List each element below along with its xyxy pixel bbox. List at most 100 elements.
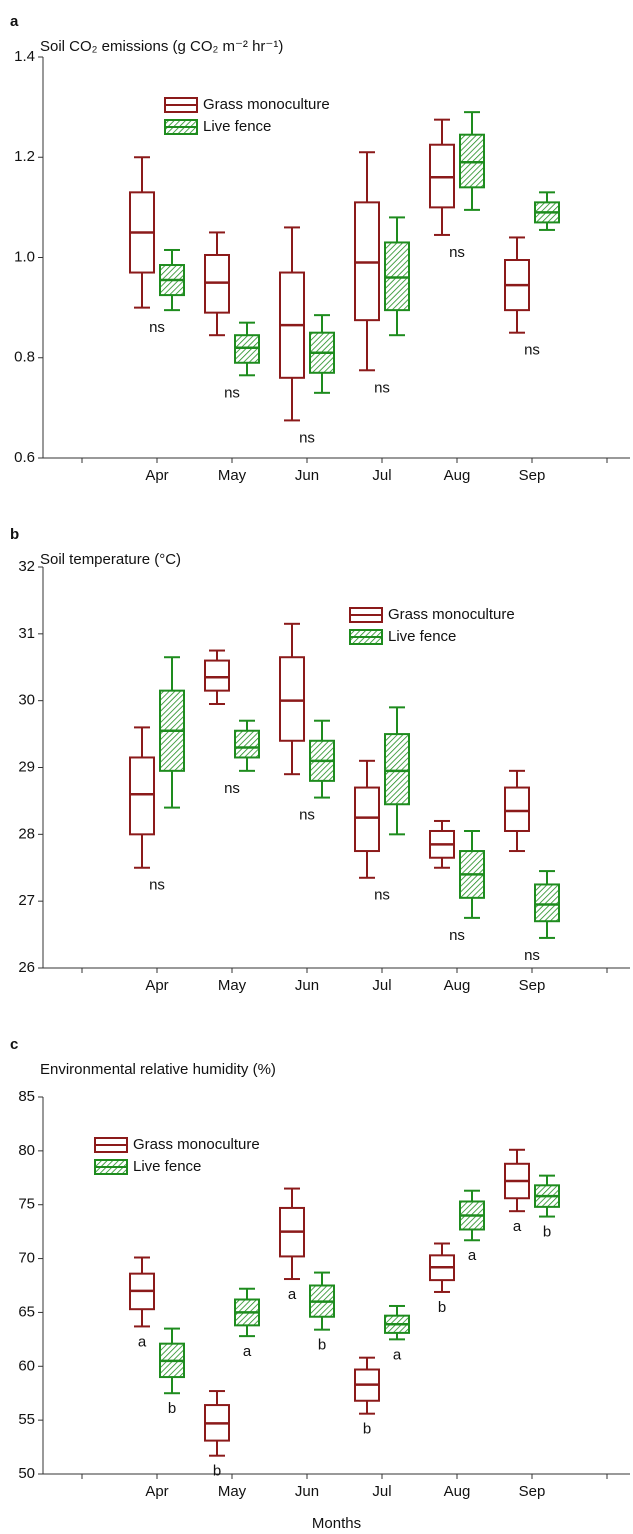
- x-tick-label: Aug: [444, 977, 471, 994]
- x-tick-label: Apr: [145, 1483, 168, 1500]
- x-tick-label: May: [218, 977, 247, 994]
- significance-label: b: [168, 1400, 176, 1417]
- y-tick-label: 31: [18, 625, 35, 642]
- box: [234, 1287, 260, 1338]
- x-tick-label: Jun: [295, 977, 319, 994]
- y-tick-label: 70: [18, 1250, 35, 1267]
- box: [159, 1327, 185, 1395]
- axis-title: Soil temperature (°C): [40, 551, 181, 568]
- box: [309, 1271, 335, 1331]
- y-tick-label: 1.0: [14, 248, 35, 265]
- box-body: [279, 656, 305, 742]
- y-tick-label: 85: [18, 1088, 35, 1105]
- y-tick-label: 1.2: [14, 148, 35, 165]
- box-body: [204, 659, 230, 692]
- x-tick-label: Sep: [519, 1483, 546, 1500]
- annotation: ns: [224, 384, 240, 401]
- significance-label: b: [213, 1463, 221, 1480]
- annotation: ns: [299, 807, 315, 824]
- box-body: [234, 729, 260, 759]
- box: [309, 719, 335, 799]
- box: [534, 191, 560, 231]
- significance-label: a: [243, 1343, 252, 1360]
- box: [384, 216, 410, 337]
- box: [354, 151, 380, 372]
- annotation: ns: [449, 244, 465, 261]
- y-tick-label: 80: [18, 1142, 35, 1159]
- box: [429, 819, 455, 869]
- box-body: [384, 733, 410, 806]
- x-tick-label: Sep: [519, 467, 546, 484]
- significance-label: a: [288, 1286, 297, 1303]
- y-tick-label: 26: [18, 959, 35, 976]
- box: [384, 706, 410, 836]
- x-tick-label: Sep: [519, 977, 546, 994]
- box: [354, 1356, 380, 1415]
- box-body: [534, 883, 560, 923]
- y-tick-label: 0.8: [14, 349, 35, 366]
- box: [384, 1304, 410, 1341]
- panel-label: a: [10, 13, 19, 30]
- box-body: [354, 786, 380, 853]
- annotation: ns: [374, 379, 390, 396]
- box: [159, 656, 185, 809]
- box-body: [429, 143, 455, 209]
- significance-label: a: [468, 1247, 477, 1264]
- y-tick-label: 60: [18, 1357, 35, 1374]
- x-tick-label: Jul: [372, 1483, 391, 1500]
- box: [204, 231, 230, 337]
- legend-label: Grass monoculture: [388, 606, 515, 623]
- box: [129, 156, 155, 309]
- annotation: ns: [149, 319, 165, 336]
- x-tick-label: Apr: [145, 467, 168, 484]
- x-tick-label: May: [218, 1483, 247, 1500]
- significance-label: b: [543, 1224, 551, 1241]
- box: [504, 769, 530, 853]
- box-body: [504, 786, 530, 832]
- legend-label: Live fence: [388, 628, 456, 645]
- box: [279, 1187, 305, 1281]
- box-body: [459, 133, 485, 189]
- box: [459, 829, 485, 919]
- annotation: ns: [449, 927, 465, 944]
- annotation: ns: [524, 947, 540, 964]
- box: [204, 649, 230, 706]
- x-tick-label: May: [218, 467, 247, 484]
- x-axis-title: Months: [312, 1515, 361, 1532]
- box-body: [354, 201, 380, 322]
- box: [204, 1390, 230, 1457]
- box: [504, 236, 530, 334]
- box: [234, 321, 260, 377]
- box: [429, 118, 455, 236]
- box: [429, 1242, 455, 1293]
- annotation: ns: [374, 887, 390, 904]
- box: [234, 719, 260, 772]
- x-tick-label: Apr: [145, 977, 168, 994]
- panel-label: c: [10, 1036, 18, 1053]
- y-tick-label: 29: [18, 758, 35, 775]
- box-body: [384, 241, 410, 312]
- significance-label: a: [138, 1333, 147, 1350]
- box: [504, 1148, 530, 1213]
- box: [129, 726, 155, 869]
- axis-title: Soil CO₂ emissions (g CO₂ m⁻² hr⁻¹): [40, 38, 283, 55]
- y-tick-label: 1.4: [14, 48, 35, 65]
- annotation: ns: [524, 342, 540, 359]
- x-tick-label: Aug: [444, 1483, 471, 1500]
- x-tick-label: Jun: [295, 1483, 319, 1500]
- y-tick-label: 32: [18, 558, 35, 575]
- legend-label: Live fence: [203, 118, 271, 135]
- box: [279, 226, 305, 422]
- legend-label: Grass monoculture: [203, 96, 330, 113]
- x-tick-label: Jun: [295, 467, 319, 484]
- y-tick-label: 65: [18, 1303, 35, 1320]
- significance-label: a: [393, 1346, 402, 1363]
- significance-label: b: [438, 1299, 446, 1316]
- box: [354, 759, 380, 879]
- y-tick-label: 55: [18, 1411, 35, 1428]
- x-tick-label: Jul: [372, 977, 391, 994]
- x-tick-label: Aug: [444, 467, 471, 484]
- panel-label: b: [10, 526, 19, 543]
- box-body: [129, 756, 155, 836]
